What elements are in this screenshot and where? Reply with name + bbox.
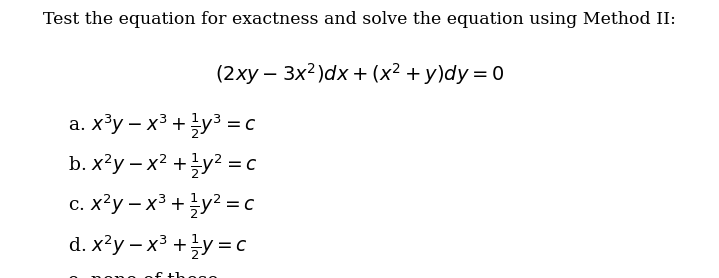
- Text: e. none of these: e. none of these: [68, 272, 219, 278]
- Text: $(2xy - 3x^2)dx + (x^2 + y)dy = 0$: $(2xy - 3x^2)dx + (x^2 + y)dy = 0$: [214, 61, 505, 87]
- Text: d. $x^2y - x^3 + \frac{1}{2}y = c$: d. $x^2y - x^3 + \frac{1}{2}y = c$: [68, 232, 248, 262]
- Text: Test the equation for exactness and solve the equation using Method II:: Test the equation for exactness and solv…: [43, 11, 676, 28]
- Text: b. $x^2y - x^2 + \frac{1}{2}y^2 = c$: b. $x^2y - x^2 + \frac{1}{2}y^2 = c$: [68, 152, 258, 181]
- Text: c. $x^2y - x^3 + \frac{1}{2}y^2 = c$: c. $x^2y - x^3 + \frac{1}{2}y^2 = c$: [68, 192, 256, 221]
- Text: a. $x^3y - x^3 + \frac{1}{2}y^3 = c$: a. $x^3y - x^3 + \frac{1}{2}y^3 = c$: [68, 111, 257, 141]
